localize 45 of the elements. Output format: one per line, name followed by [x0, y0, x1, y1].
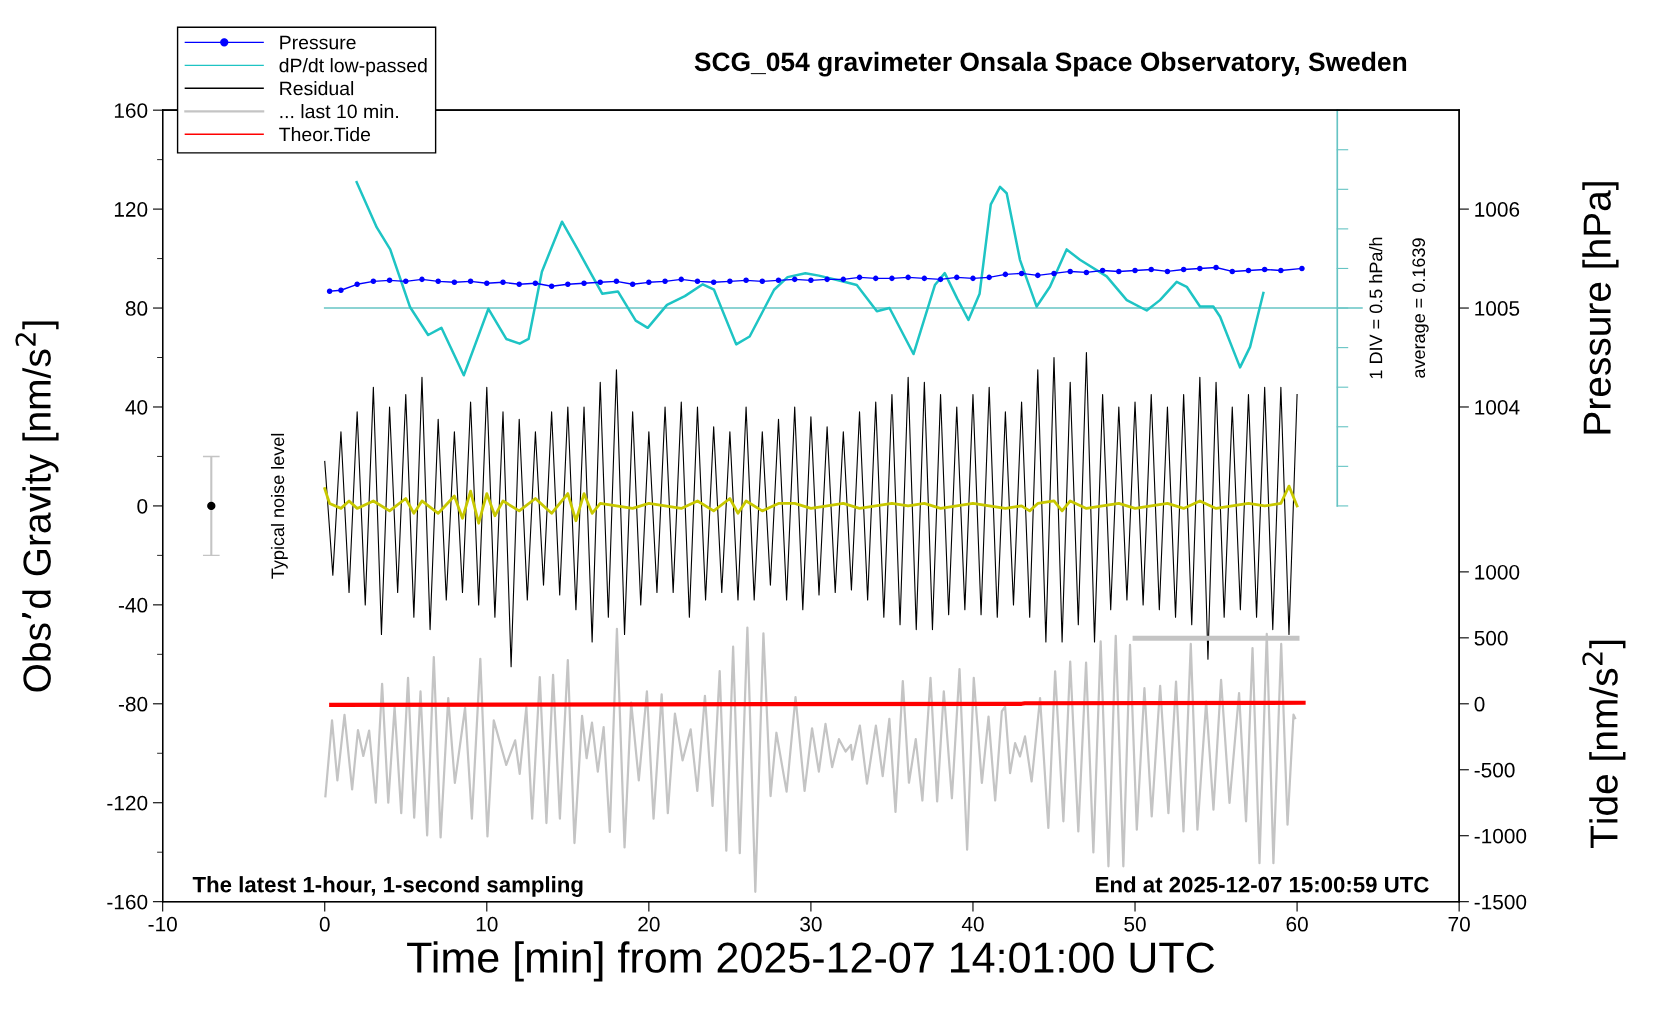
line-series — [323, 484, 1299, 525]
y-tick-label: -120 — [107, 795, 148, 811]
legend-label: Pressure — [280, 35, 356, 50]
y3-tick-label: 0 — [1474, 696, 1485, 712]
y3-axis-title: Tide [nm/s$^{2}$] — [1582, 640, 1626, 849]
y3-tick-label: 500 — [1474, 630, 1508, 646]
y3-tick-label: -1500 — [1474, 894, 1527, 910]
annotation: average = 0.1639 — [1412, 238, 1429, 378]
line-series — [355, 180, 1265, 377]
x-tick-label: 0 — [319, 916, 330, 932]
annotation: End at 2025-12-07 15:00:59 UTC — [1096, 876, 1429, 893]
legend-label: ... last 10 min. — [280, 104, 398, 119]
y3-tick-label: 1000 — [1475, 564, 1520, 580]
y3-tick-label: -1000 — [1474, 828, 1527, 844]
y2-tick-label: 1005 — [1475, 301, 1520, 316]
chart-title: SCG_054 gravimeter Onsala Space Observatory, Sweden — [694, 51, 1407, 77]
y2-axis-title: Pressure [hPa] — [1582, 182, 1619, 434]
annotation: Typical noise level — [270, 433, 288, 579]
x-tick-label: 70 — [1448, 916, 1470, 932]
y-tick-label: 120 — [114, 202, 148, 217]
y2-tick-label: 1004 — [1475, 399, 1520, 415]
x-tick-label: 10 — [476, 916, 498, 932]
y-tick-label: -40 — [118, 597, 148, 613]
x-axis-title: Time [min] from 2025-12-07 14:01:00 UTC — [407, 941, 1215, 982]
y-tick-label: 80 — [125, 301, 148, 316]
y-tick-label: 160 — [114, 103, 148, 118]
y-tick-label: 0 — [137, 498, 148, 514]
annotation: The latest 1-hour, 1-second sampling — [192, 876, 583, 897]
x-tick-label: 30 — [800, 916, 822, 932]
y-axis-title: Obs’d Gravity [nm/s$^{2}$] — [15, 321, 59, 692]
y3-tick-label: -500 — [1474, 762, 1515, 778]
legend-label: Theor.Tide — [279, 127, 371, 142]
y-tick-label: -160 — [107, 894, 148, 910]
y-tick-label: -80 — [118, 696, 148, 712]
y2-tick-label: 1006 — [1475, 202, 1520, 217]
y-tick-label: 40 — [125, 399, 148, 415]
x-tick-label: 60 — [1286, 916, 1308, 932]
x-tick-label: 50 — [1124, 916, 1146, 932]
x-tick-label: -10 — [148, 916, 177, 932]
x-tick-label: 40 — [961, 916, 984, 932]
x-tick-label: 20 — [638, 916, 660, 932]
legend-label: Residual — [280, 81, 354, 96]
legend-label: dP/dt low-passed — [279, 58, 427, 77]
annotation: 1 DIV = 0.5 hPa/h — [1369, 237, 1383, 379]
line-series — [324, 352, 1298, 668]
